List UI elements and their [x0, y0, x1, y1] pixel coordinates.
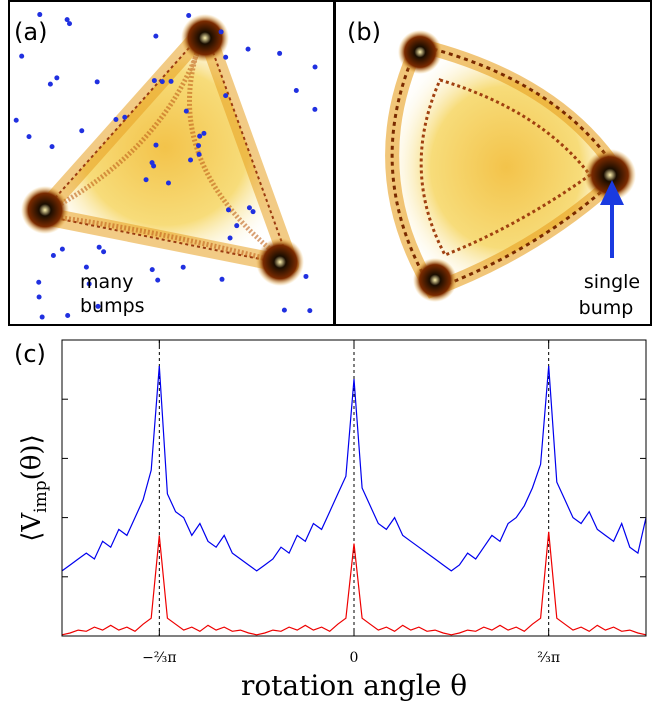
- impurity: [39, 314, 45, 320]
- impurity: [165, 180, 171, 186]
- bump: [181, 14, 229, 62]
- series-line: [61, 365, 647, 572]
- impurity: [196, 143, 202, 149]
- impurity: [26, 134, 32, 140]
- bump: [256, 238, 304, 286]
- impurity: [95, 303, 101, 309]
- y-label-part: (θ)⟩: [17, 434, 47, 480]
- plot-frame: [61, 339, 647, 637]
- impurity: [183, 108, 189, 114]
- impurity: [36, 294, 42, 300]
- impurity: [83, 264, 89, 270]
- panel-label: (c): [14, 340, 46, 368]
- impurity: [149, 160, 155, 166]
- annotation: bump: [579, 297, 634, 319]
- impurity: [50, 252, 56, 258]
- impurity: [151, 78, 157, 84]
- impurity: [149, 267, 155, 273]
- panel-a: (a) many bumps: [8, 0, 335, 326]
- impurity: [153, 33, 159, 39]
- impurity: [180, 264, 186, 270]
- x-tick-label: ⅔π: [537, 650, 560, 666]
- y-label-sub: imp: [31, 480, 51, 513]
- impurity: [67, 21, 73, 27]
- impurity: [223, 93, 229, 99]
- impurity: [234, 223, 240, 229]
- impurity: [303, 273, 309, 279]
- bump: [413, 258, 457, 302]
- impurity: [47, 81, 53, 87]
- impurity: [122, 114, 128, 120]
- y-axis-label: ⟨Vimp(θ)⟩: [17, 434, 51, 541]
- series-line: [61, 531, 647, 636]
- impurity: [197, 133, 203, 139]
- impurity: [96, 244, 102, 250]
- impurity: [250, 209, 256, 215]
- y-label-part: ⟨V: [17, 512, 47, 542]
- impurity: [223, 54, 229, 60]
- panel-label: (b): [347, 18, 381, 46]
- impurity: [277, 50, 283, 56]
- impurity: [227, 235, 233, 241]
- impurity: [59, 246, 65, 252]
- impurity: [113, 117, 119, 123]
- panel-label: (a): [14, 18, 47, 46]
- impurity: [312, 106, 318, 112]
- pattern: [390, 43, 622, 292]
- impurity: [49, 144, 55, 150]
- impurity: [143, 177, 149, 183]
- impurities: [13, 12, 318, 320]
- impurity: [86, 281, 92, 287]
- impurity: [155, 277, 161, 283]
- impurity: [196, 151, 202, 157]
- impurity: [307, 308, 313, 314]
- impurity: [19, 53, 25, 59]
- impurity: [54, 75, 60, 81]
- impurity: [36, 279, 42, 285]
- impurity: [186, 13, 192, 19]
- impurity: [246, 205, 252, 211]
- impurity: [64, 17, 70, 23]
- annotation: many: [80, 271, 133, 293]
- impurity: [293, 88, 299, 94]
- impurity: [168, 78, 174, 84]
- bump: [584, 149, 636, 201]
- x-axis-label: rotation angle θ: [241, 669, 467, 702]
- impurity: [65, 313, 71, 319]
- impurity: [159, 79, 165, 85]
- impurity: [37, 12, 43, 18]
- x-tick-label: 0: [350, 650, 359, 666]
- arrow-head: [600, 180, 624, 205]
- impurity: [281, 307, 287, 313]
- impurity: [94, 79, 100, 85]
- x-tick-label: −⅔π: [142, 650, 177, 666]
- impurity: [153, 142, 159, 148]
- bump: [21, 186, 69, 234]
- panel-b: (b) single bump: [334, 0, 652, 326]
- bump: [398, 30, 442, 74]
- annotation: single: [584, 271, 640, 293]
- impurity: [13, 117, 19, 123]
- pattern: [31, 21, 299, 274]
- annotation: bumps: [80, 295, 145, 317]
- impurity: [218, 29, 224, 35]
- impurity: [219, 276, 225, 282]
- impurity: [312, 64, 318, 70]
- impurity: [79, 128, 85, 134]
- impurity: [245, 46, 251, 52]
- impurity: [101, 249, 107, 255]
- impurity: [225, 207, 231, 213]
- impurity: [201, 130, 207, 136]
- pattern: [419, 78, 593, 257]
- impurity: [188, 157, 194, 163]
